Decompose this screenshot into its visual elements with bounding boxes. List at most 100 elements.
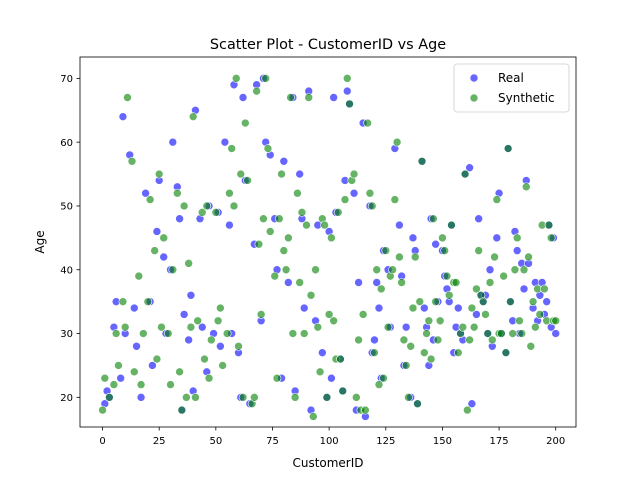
data-point-synthetic-172 <box>519 265 529 275</box>
legend-box <box>453 63 570 113</box>
data-point-synthetic-112 <box>383 322 393 332</box>
data-point-synthetic-133 <box>431 297 440 306</box>
data-point-real-128 <box>492 233 502 243</box>
data-point-synthetic-66 <box>279 246 289 255</box>
data-point-synthetic-174 <box>524 252 533 262</box>
data-point-synthetic-46 <box>229 201 239 211</box>
data-point-synthetic-82 <box>315 367 325 377</box>
x-tick-label: 125 <box>376 436 395 447</box>
data-point-synthetic-35 <box>200 354 209 364</box>
data-point-real-83 <box>370 335 379 345</box>
data-point-synthetic-22 <box>166 380 175 389</box>
data-point-synthetic-150 <box>469 322 479 332</box>
legend-marker-real <box>469 73 479 83</box>
data-point-synthetic-57 <box>256 310 266 319</box>
data-point-synthetic-91 <box>336 354 345 364</box>
data-point-real-42 <box>238 93 248 102</box>
data-point-synthetic-59 <box>261 74 270 83</box>
data-point-synthetic-164 <box>501 348 511 357</box>
data-point-synthetic-132 <box>429 214 438 224</box>
data-point-synthetic-101 <box>358 310 368 319</box>
data-point-real-119 <box>467 399 477 409</box>
data-point-synthetic-5 <box>114 361 123 370</box>
data-point-synthetic-176 <box>528 297 538 306</box>
data-point-real-114 <box>453 303 463 313</box>
data-point-synthetic-106 <box>370 348 379 357</box>
data-point-synthetic-56 <box>254 239 264 249</box>
data-point-synthetic-135 <box>435 316 445 326</box>
data-point-synthetic-39 <box>211 208 221 217</box>
data-point-synthetic-177 <box>531 322 540 332</box>
data-point-real-25 <box>184 335 193 345</box>
data-point-synthetic-1 <box>100 373 110 383</box>
data-point-synthetic-51 <box>241 118 250 128</box>
data-point-synthetic-77 <box>304 93 314 102</box>
data-point-synthetic-62 <box>270 271 280 281</box>
x-tick-label: 25 <box>153 436 166 447</box>
data-point-synthetic-30 <box>186 322 196 332</box>
data-point-synthetic-16 <box>150 246 159 255</box>
data-point-real-120 <box>472 310 481 319</box>
data-point-synthetic-126 <box>415 297 425 306</box>
data-point-synthetic-111 <box>381 246 391 255</box>
data-point-synthetic-63 <box>272 373 282 383</box>
data-point-synthetic-94 <box>342 74 352 83</box>
data-point-synthetic-163 <box>499 271 508 281</box>
data-point-synthetic-184 <box>546 233 556 243</box>
data-point-synthetic-7 <box>120 322 130 332</box>
data-point-synthetic-29 <box>184 259 193 268</box>
data-point-synthetic-72 <box>293 188 302 198</box>
data-point-real-54 <box>279 157 289 166</box>
data-point-synthetic-25 <box>175 367 184 377</box>
data-point-synthetic-116 <box>392 137 402 147</box>
x-tick-label: 50 <box>209 436 222 447</box>
data-point-synthetic-23 <box>168 265 178 275</box>
x-axis: 0 25 50 75 100 125 150 175 200 <box>99 427 565 447</box>
points-layer <box>98 74 561 421</box>
y-axis: 20 30 40 50 60 70 <box>60 74 80 404</box>
data-point-synthetic-139 <box>444 290 454 300</box>
data-point-synthetic-151 <box>472 284 481 294</box>
data-point-real-65 <box>318 348 327 357</box>
data-point-synthetic-41 <box>216 303 225 313</box>
x-tick-label: 100 <box>320 436 339 447</box>
x-tick-label: 150 <box>433 436 452 447</box>
data-point-synthetic-146 <box>460 169 470 179</box>
x-tick-label: 0 <box>99 436 105 447</box>
data-point-real-11 <box>136 393 146 402</box>
data-point-synthetic-58 <box>259 214 268 224</box>
data-point-real-85 <box>374 303 384 313</box>
data-point-synthetic-158 <box>487 335 497 345</box>
data-point-real-69 <box>329 93 338 102</box>
data-point-synthetic-147 <box>463 405 472 415</box>
data-point-synthetic-108 <box>374 380 384 389</box>
data-point-synthetic-19 <box>157 322 166 332</box>
data-point-synthetic-13 <box>139 329 148 338</box>
data-point-synthetic-181 <box>540 284 549 294</box>
data-point-synthetic-48 <box>234 341 243 351</box>
data-point-synthetic-92 <box>338 386 348 396</box>
data-point-real-5 <box>116 373 125 383</box>
data-point-synthetic-117 <box>395 252 404 262</box>
data-point-synthetic-99 <box>354 335 363 345</box>
y-tick-label: 40 <box>60 265 73 276</box>
data-point-synthetic-65 <box>277 169 286 179</box>
data-point-synthetic-78 <box>306 290 316 300</box>
data-point-synthetic-148 <box>465 335 474 345</box>
y-tick-label: 50 <box>60 202 73 213</box>
data-point-synthetic-95 <box>345 99 354 109</box>
data-point-real-55 <box>284 278 293 287</box>
data-point-real-10 <box>132 341 141 351</box>
data-point-synthetic-98 <box>352 393 361 402</box>
data-point-synthetic-3 <box>109 380 119 389</box>
data-point-synthetic-102 <box>361 405 370 415</box>
data-point-synthetic-0 <box>98 405 107 415</box>
data-point-synthetic-73 <box>295 278 304 287</box>
data-point-synthetic-38 <box>207 335 216 345</box>
data-point-synthetic-155 <box>481 310 490 319</box>
data-point-synthetic-140 <box>447 220 456 230</box>
x-axis-label: CustomerID <box>292 456 363 470</box>
data-point-real-78 <box>354 278 363 287</box>
data-point-synthetic-76 <box>302 220 311 230</box>
